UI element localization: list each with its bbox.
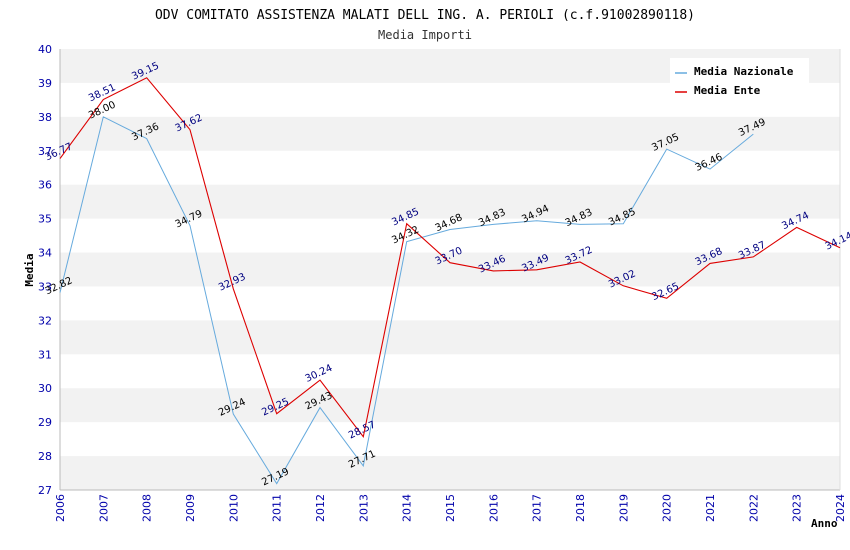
data-label-media-ente: 28.57 — [347, 419, 378, 441]
y-tick-label: 32 — [38, 314, 52, 327]
legend-box — [670, 58, 809, 100]
series-line-media-nazionale — [59, 116, 754, 485]
y-tick-label: 28 — [38, 450, 52, 463]
y-tick-label: 29 — [38, 416, 52, 429]
grid-band — [60, 320, 840, 355]
series-lines — [59, 77, 841, 485]
y-tick-label: 35 — [38, 213, 52, 226]
x-tick-label: 2013 — [357, 494, 370, 522]
y-tick-label: 27 — [38, 484, 52, 497]
x-tick-label: 2023 — [791, 494, 804, 522]
y-tick-labels: 27 28 29 30 31 32 33 34 35 36 37 38 39 40 — [38, 43, 52, 497]
x-tick-label: 2015 — [444, 494, 457, 522]
series-line-media-ente — [59, 77, 841, 438]
y-tick-label: 33 — [38, 280, 52, 293]
grid-band — [60, 388, 840, 423]
y-tick-label: 37 — [38, 145, 52, 158]
y-tick-label: 34 — [38, 247, 52, 260]
legend: Media Nazionale Media Ente — [670, 58, 809, 100]
x-tick-label: 2010 — [227, 494, 240, 522]
axes — [59, 49, 841, 491]
x-tick-label: 2008 — [141, 494, 154, 522]
y-tick-label: 36 — [38, 179, 52, 192]
legend-label-media-ente: Media Ente — [694, 84, 761, 97]
y-tick-label: 40 — [38, 43, 52, 56]
y-axis-label: Media — [23, 253, 36, 286]
x-tick-label: 2011 — [271, 494, 284, 522]
x-tick-label: 2022 — [747, 494, 760, 522]
data-label-media-ente: 34.14 — [824, 230, 850, 252]
legend-label-media-nazionale: Media Nazionale — [694, 65, 794, 78]
x-tick-label: 2009 — [184, 494, 197, 522]
x-axis-label: Anno — [811, 517, 838, 530]
x-tick-label: 2017 — [531, 494, 544, 522]
x-tick-label: 2024 — [834, 494, 847, 522]
grid-band — [60, 184, 840, 219]
x-tick-label: 2020 — [661, 494, 674, 522]
chart-title: ODV COMITATO ASSISTENZA MALATI DELL ING.… — [155, 8, 695, 23]
x-tick-label: 2007 — [97, 494, 110, 522]
y-tick-label: 31 — [38, 348, 52, 361]
x-tick-label: 2012 — [314, 494, 327, 522]
grid-band — [60, 116, 840, 151]
data-label-media-nazionale: 36.46 — [694, 152, 725, 174]
x-tick-label: 2018 — [574, 494, 587, 522]
x-tick-label: 2014 — [401, 494, 414, 522]
y-tick-label: 39 — [38, 77, 52, 90]
x-tick-label: 2006 — [54, 494, 67, 522]
chart-subtitle: Media Importi — [378, 28, 472, 42]
x-tick-label: 2021 — [704, 494, 717, 522]
y-tick-label: 30 — [38, 382, 52, 395]
grid-band — [60, 456, 840, 490]
y-tick-label: 38 — [38, 111, 52, 124]
grid-bands — [60, 49, 840, 490]
x-tick-label: 2019 — [617, 494, 630, 522]
x-tick-labels: 2006 2007 2008 2009 2010 2011 2012 2013 2014 2015… — [54, 494, 847, 522]
grid-band — [60, 252, 840, 287]
x-tick-label: 2016 — [487, 494, 500, 522]
data-label-media-nazionale: 32.82 — [44, 275, 75, 297]
